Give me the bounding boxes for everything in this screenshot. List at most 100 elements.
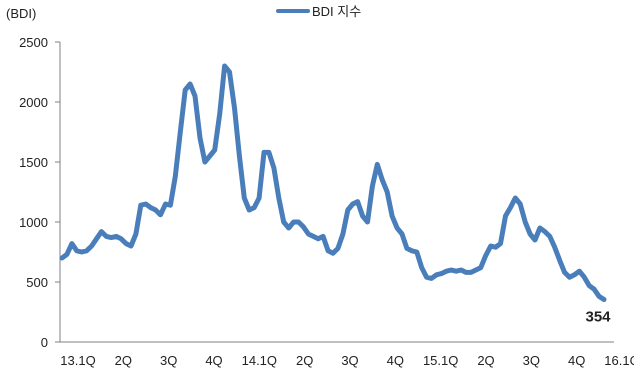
data-point [95, 238, 97, 240]
data-point [322, 235, 324, 237]
x-tick-label: 13.1Q [60, 353, 95, 368]
data-point [145, 203, 147, 205]
data-point [214, 149, 216, 151]
data-point [273, 167, 275, 169]
data-point [278, 197, 280, 199]
data-point [283, 221, 285, 223]
data-point [371, 185, 373, 187]
end-value-label: 354 [585, 309, 611, 326]
data-point [155, 209, 157, 211]
data-point [554, 246, 556, 248]
data-point [243, 197, 245, 199]
data-point [391, 215, 393, 217]
data-point [115, 235, 117, 237]
data-point [307, 233, 309, 235]
y-axis-ticks: 0 500 1000 1500 2000 2500 [19, 35, 60, 350]
data-point [66, 253, 68, 255]
data-point [110, 237, 112, 239]
data-point [332, 252, 334, 254]
data-point [519, 203, 521, 205]
data-point [421, 267, 423, 269]
data-point [194, 95, 196, 97]
data-point [455, 270, 457, 272]
data-point [376, 163, 378, 165]
data-point [288, 227, 290, 229]
data-point [160, 214, 162, 216]
data-point [342, 233, 344, 235]
data-point [598, 295, 600, 297]
data-point [485, 255, 487, 257]
series-points [61, 65, 605, 301]
data-point [524, 221, 526, 223]
data-point [362, 215, 364, 217]
y-tick-label: 0 [41, 335, 48, 350]
data-point [347, 209, 349, 211]
data-point [209, 155, 211, 157]
y-tick-label: 500 [26, 275, 48, 290]
data-point [475, 269, 477, 271]
data-point [509, 207, 511, 209]
x-tick-label: 3Q [523, 353, 540, 368]
series-line-bdi [59, 63, 607, 302]
data-point [593, 288, 595, 290]
data-point [431, 277, 433, 279]
data-point [174, 175, 176, 177]
data-point [130, 245, 132, 247]
data-point [248, 209, 250, 211]
data-point [125, 243, 127, 245]
data-point [569, 276, 571, 278]
data-point [396, 227, 398, 229]
data-point [583, 276, 585, 278]
data-point [184, 89, 186, 91]
data-point [435, 274, 437, 276]
x-tick-label: 3Q [341, 353, 358, 368]
data-point [91, 245, 93, 247]
legend: BDI 지수 [276, 4, 361, 19]
data-point [100, 231, 102, 233]
data-point [578, 270, 580, 272]
data-point [164, 203, 166, 205]
data-point [169, 204, 171, 206]
data-point [549, 235, 551, 237]
data-point [406, 247, 408, 249]
data-point [302, 226, 304, 228]
data-point [450, 269, 452, 271]
data-point [352, 203, 354, 205]
data-point [534, 239, 536, 241]
data-point [490, 245, 492, 247]
data-point [86, 250, 88, 252]
data-point [327, 250, 329, 252]
y-unit-label: (BDI) [6, 6, 36, 21]
data-point [465, 271, 467, 273]
data-point [416, 251, 418, 253]
data-point [445, 270, 447, 272]
y-tick-label: 2500 [19, 35, 48, 50]
data-point [588, 285, 590, 287]
x-tick-label: 14.1Q [242, 353, 277, 368]
data-point [150, 207, 152, 209]
data-point [504, 215, 506, 217]
data-point [573, 274, 575, 276]
y-tick-label: 2000 [19, 95, 48, 110]
data-point [253, 207, 255, 209]
y-tick-label: 1000 [19, 215, 48, 230]
data-point [204, 161, 206, 163]
data-point [140, 204, 142, 206]
data-point [233, 107, 235, 109]
data-point [564, 271, 566, 273]
data-point [386, 191, 388, 193]
x-tick-label: 4Q [205, 353, 222, 368]
data-point [440, 273, 442, 275]
data-point [293, 221, 295, 223]
data-point [460, 269, 462, 271]
data-point [199, 137, 201, 139]
data-point [500, 243, 502, 245]
data-point [105, 235, 107, 237]
legend-label: BDI 지수 [312, 4, 361, 19]
data-point [229, 71, 231, 73]
data-point [317, 238, 319, 240]
data-point [381, 179, 383, 181]
x-tick-label: 15.1Q [423, 353, 458, 368]
x-tick-label: 2Q [115, 353, 132, 368]
